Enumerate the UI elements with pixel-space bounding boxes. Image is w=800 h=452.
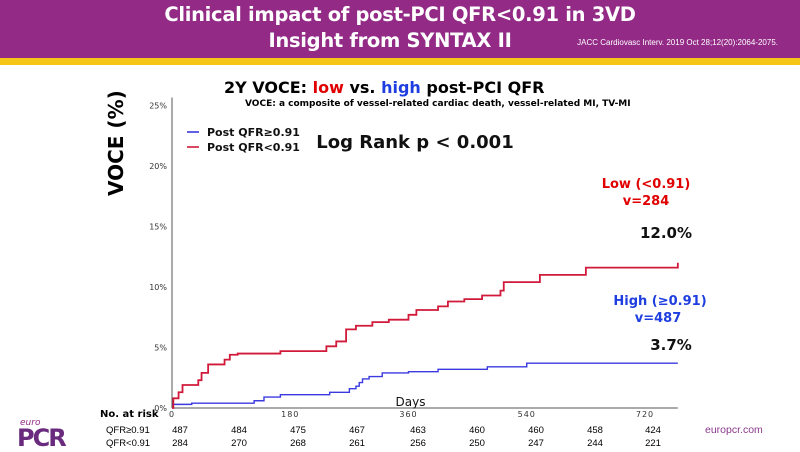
risk-row-label: QFR≥0.91 [106,425,150,436]
risk-value: 284 [172,438,188,449]
citation: JACC Cardiovasc Interv. 2019 Oct 28;12(2… [577,38,778,47]
legend-label: Post QFR<0.91 [207,141,300,154]
risk-value: 484 [231,425,247,436]
risk-value: 261 [349,438,365,449]
risk-value: 463 [410,425,426,436]
y-tick-label: 10% [149,283,167,292]
y-tick-label: 20% [149,162,167,171]
risk-value: 247 [528,438,544,449]
curve-high-qfr [172,362,678,406]
risk-value: 250 [469,438,485,449]
y-tick-label: 5% [154,344,167,353]
y-tick-label: 0% [154,404,167,413]
high-group-pct: 3.7% [650,336,692,354]
high-group-label: High (≥0.91) [613,294,706,309]
risk-value: 467 [349,425,365,436]
x-tick-label: 0 [169,410,175,419]
risk-value: 460 [469,425,485,436]
risk-value: 268 [290,438,306,449]
risk-value: 475 [290,425,306,436]
y-tick-label: 25% [149,102,167,111]
legend: Post QFR≥0.91 Post QFR<0.91 [187,126,300,154]
risk-table-title: No. at risk [100,409,159,420]
y-tick-label: 15% [149,223,167,232]
chart-title-low: low [312,78,344,97]
site-url: europcr.com [705,424,763,436]
risk-value: 270 [231,438,247,449]
slide-title-line1: Clinical impact of post-PCI QFR<0.91 in … [164,3,636,26]
risk-value: 256 [410,438,426,449]
chart-title-part2: vs. [343,78,382,97]
logo-euro-text: euro [20,418,41,428]
risk-value: 424 [645,425,661,436]
x-tick-label: 540 [518,410,536,419]
x-axis-label: Days [396,395,426,409]
accent-stripe [0,58,800,65]
chart-subtitle: VOCE: a composite of vessel-related card… [245,99,631,109]
europcr-logo: PCR [17,424,67,452]
risk-row-label: QFR<0.91 [106,438,151,449]
risk-value: 487 [172,425,188,436]
risk-value: 244 [587,438,603,449]
header-banner [0,0,800,58]
risk-value: 221 [645,438,661,449]
curves [172,262,679,409]
low-group-n: v=284 [623,194,670,209]
axes: 0% 5% 10% 15% 20% 25% 0 180 360 540 720 Days [149,97,678,419]
chart-title-high: high [381,78,421,97]
low-group-label: Low (<0.91) [602,177,691,192]
x-tick-label: 720 [636,410,654,419]
chart-title: 2Y VOCE: low vs. high post-PCI QFR [224,78,724,97]
slide-title-line2: Insight from SYNTAX II [268,29,512,52]
risk-value: 460 [528,425,544,436]
chart-title-part1: 2Y VOCE: [224,78,313,97]
chart-title-part3: post-PCI QFR [420,78,545,97]
legend-label: Post QFR≥0.91 [207,126,300,139]
curve-low-qfr [172,262,679,409]
risk-value: 458 [587,425,603,436]
low-group-pct: 12.0% [640,224,692,242]
logrank-annotation: Log Rank p < 0.001 [316,132,513,153]
high-group-n: v=487 [635,311,682,326]
x-tick-label: 180 [281,410,299,419]
annotations: Log Rank p < 0.001 Low (<0.91) v=284 12.0% H… [316,132,706,354]
x-tick-label: 360 [399,410,417,419]
